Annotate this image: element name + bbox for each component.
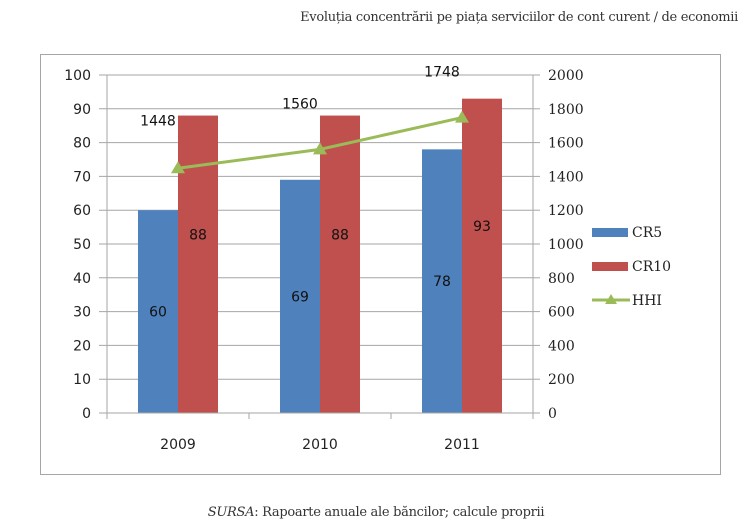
axes: 0102030405060708090100020040060080010001… <box>64 68 583 453</box>
y-right-tick-label: 600 <box>548 305 575 321</box>
x-tick-label: 2009 <box>160 437 196 453</box>
y-left-tick-label: 90 <box>73 102 91 118</box>
hhi-line-group <box>171 110 469 174</box>
y-right-tick-label: 1600 <box>548 136 584 152</box>
data-label-hhi: 1560 <box>282 96 318 112</box>
hhi-marker <box>171 161 185 174</box>
source-label: SURSA <box>207 505 255 520</box>
y-left-tick-label: 70 <box>73 169 91 185</box>
y-right-tick-label: 200 <box>548 372 575 388</box>
bar-cr5 <box>422 149 462 414</box>
y-left-tick-label: 20 <box>73 338 91 354</box>
legend-label-hhi: HHI <box>632 293 662 309</box>
y-right-tick-label: 1400 <box>548 169 584 185</box>
data-label-cr10: 88 <box>331 227 349 243</box>
x-tick-label: 2011 <box>444 437 480 453</box>
hhi-marker <box>455 110 469 123</box>
y-right-tick-label: 400 <box>548 338 575 354</box>
bar-cr5 <box>280 179 320 413</box>
legend-label-cr5: CR5 <box>632 225 662 241</box>
legend: CR5 CR10 HHI <box>592 225 671 309</box>
y-right-tick-label: 1000 <box>548 237 584 253</box>
x-tick-label: 2010 <box>302 437 338 453</box>
data-label-cr5: 60 <box>149 305 167 321</box>
legend-label-cr10: CR10 <box>632 259 671 275</box>
y-left-tick-label: 40 <box>73 271 91 287</box>
legend-swatch-cr5 <box>592 228 628 237</box>
y-left-tick-label: 30 <box>73 305 91 321</box>
y-left-tick-label: 10 <box>73 372 91 388</box>
data-label-cr5: 78 <box>433 274 451 290</box>
bar-cr10 <box>178 115 218 413</box>
source-text: : Rapoarte anuale ale băncilor; calcule … <box>254 505 545 520</box>
data-labels: 60 88 69 88 78 93 1448 1560 1748 <box>140 65 491 321</box>
hhi-marker <box>313 142 327 155</box>
y-right-tick-label: 2000 <box>548 68 584 84</box>
y-left-tick-label: 0 <box>82 406 91 422</box>
y-left-tick-label: 80 <box>73 136 91 152</box>
data-label-hhi: 1748 <box>424 65 460 81</box>
chart-frame <box>40 54 721 475</box>
chart-title: Evoluția concentrării pe piața serviciil… <box>300 10 738 25</box>
y-right-tick-label: 0 <box>548 406 557 422</box>
y-right-tick-label: 1200 <box>548 203 584 219</box>
bar-cr5 <box>138 210 178 413</box>
y-right-tick-label: 1800 <box>548 102 584 118</box>
data-label-cr5: 69 <box>291 289 309 305</box>
source-caption: SURSA: Rapoarte anuale ale băncilor; cal… <box>0 505 752 520</box>
data-label-hhi: 1448 <box>140 113 176 129</box>
data-label-cr10: 88 <box>189 227 207 243</box>
y-left-tick-label: 50 <box>73 237 91 253</box>
bar-cr10 <box>462 98 502 413</box>
legend-swatch-cr10 <box>592 262 628 271</box>
legend-marker-hhi <box>605 294 617 304</box>
y-left-tick-label: 60 <box>73 203 91 219</box>
data-label-cr10: 93 <box>473 219 491 235</box>
y-left-tick-label: 100 <box>64 68 91 84</box>
y-right-tick-label: 800 <box>548 271 575 287</box>
bar-cr10 <box>320 115 360 413</box>
